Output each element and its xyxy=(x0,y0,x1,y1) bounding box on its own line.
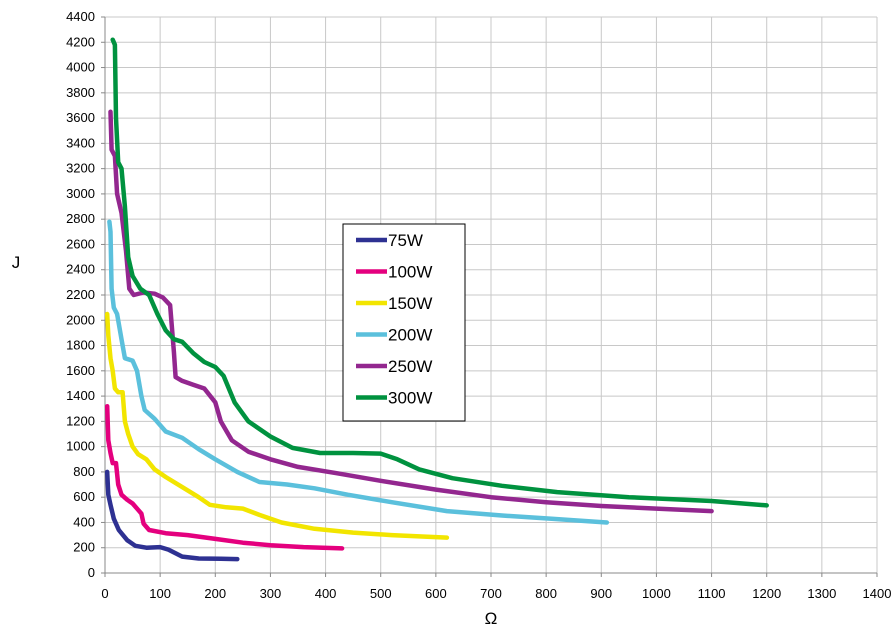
series-lines xyxy=(104,37,769,562)
y-tick-label: 2600 xyxy=(66,236,95,251)
legend-label-200w: 200W xyxy=(388,326,432,345)
y-tick-label: 4400 xyxy=(66,9,95,24)
y-tick-label: 2400 xyxy=(66,262,95,277)
y-tick-label: 1800 xyxy=(66,338,95,353)
x-tick-label: 500 xyxy=(370,586,392,601)
x-tick-label: 100 xyxy=(149,586,171,601)
x-tick-label: 1000 xyxy=(642,586,671,601)
y-tick-label: 3800 xyxy=(66,85,95,100)
axes xyxy=(104,17,877,574)
series-line-100w xyxy=(104,403,345,551)
y-tick-label: 2800 xyxy=(66,211,95,226)
y-tick-label: 3000 xyxy=(66,186,95,201)
x-tick-label: 1300 xyxy=(807,586,836,601)
series-line-150w xyxy=(104,311,450,540)
x-tick-label: 600 xyxy=(425,586,447,601)
x-axis-ticks: 0 100 200 300 400 500 600 700 800 900 1000 1100 1200… xyxy=(101,573,891,601)
y-tick-label: 3200 xyxy=(66,161,95,176)
legend-label-100w: 100W xyxy=(388,263,432,282)
y-tick-label: 3400 xyxy=(66,135,95,150)
x-tick-label: 1100 xyxy=(698,586,726,601)
y-tick-label: 400 xyxy=(73,514,95,529)
y-tick-label: 200 xyxy=(73,540,95,555)
y-tick-label: 2200 xyxy=(66,287,95,302)
y-tick-label: 0 xyxy=(88,565,95,580)
y-tick-label: 800 xyxy=(73,464,95,479)
y-tick-label: 1600 xyxy=(66,363,95,378)
y-tick-label: 4200 xyxy=(66,34,95,49)
x-tick-label: 800 xyxy=(535,586,557,601)
legend-label-75w: 75W xyxy=(388,231,423,250)
y-tick-label: 3600 xyxy=(66,110,95,125)
y-tick-label: 2000 xyxy=(66,312,95,327)
series-line-300w xyxy=(110,37,769,508)
x-tick-label: 200 xyxy=(204,586,226,601)
y-tick-label: 1400 xyxy=(66,388,95,403)
grid-lines xyxy=(104,16,878,574)
legend-label-150w: 150W xyxy=(388,294,432,313)
y-tick-label: 600 xyxy=(73,489,95,504)
x-tick-label: 400 xyxy=(315,586,337,601)
x-tick-label: 1400 xyxy=(863,586,892,601)
x-tick-label: 700 xyxy=(480,586,502,601)
x-axis-label: Ω xyxy=(485,609,498,628)
legend-label-250w: 250W xyxy=(388,357,432,376)
y-tick-label: 1000 xyxy=(66,439,95,454)
legend-label-300w: 300W xyxy=(388,389,432,408)
series-line-75w xyxy=(104,469,240,562)
series-line-200w xyxy=(107,219,610,525)
legend-box xyxy=(342,223,466,422)
y-axis-ticks: 0 200 400 600 800 1000 1200 1400 1600 1800 2000 220… xyxy=(66,9,105,580)
x-tick-label: 0 xyxy=(101,586,108,601)
y-tick-label: 1200 xyxy=(66,413,95,428)
legend: 75W 100W 150W 200W 250W 300W xyxy=(342,223,466,422)
y-tick-label: 4000 xyxy=(66,60,95,75)
y-axis-label: J xyxy=(12,253,21,272)
x-tick-label: 1200 xyxy=(752,586,781,601)
x-tick-label: 300 xyxy=(260,586,282,601)
x-tick-label: 900 xyxy=(590,586,612,601)
